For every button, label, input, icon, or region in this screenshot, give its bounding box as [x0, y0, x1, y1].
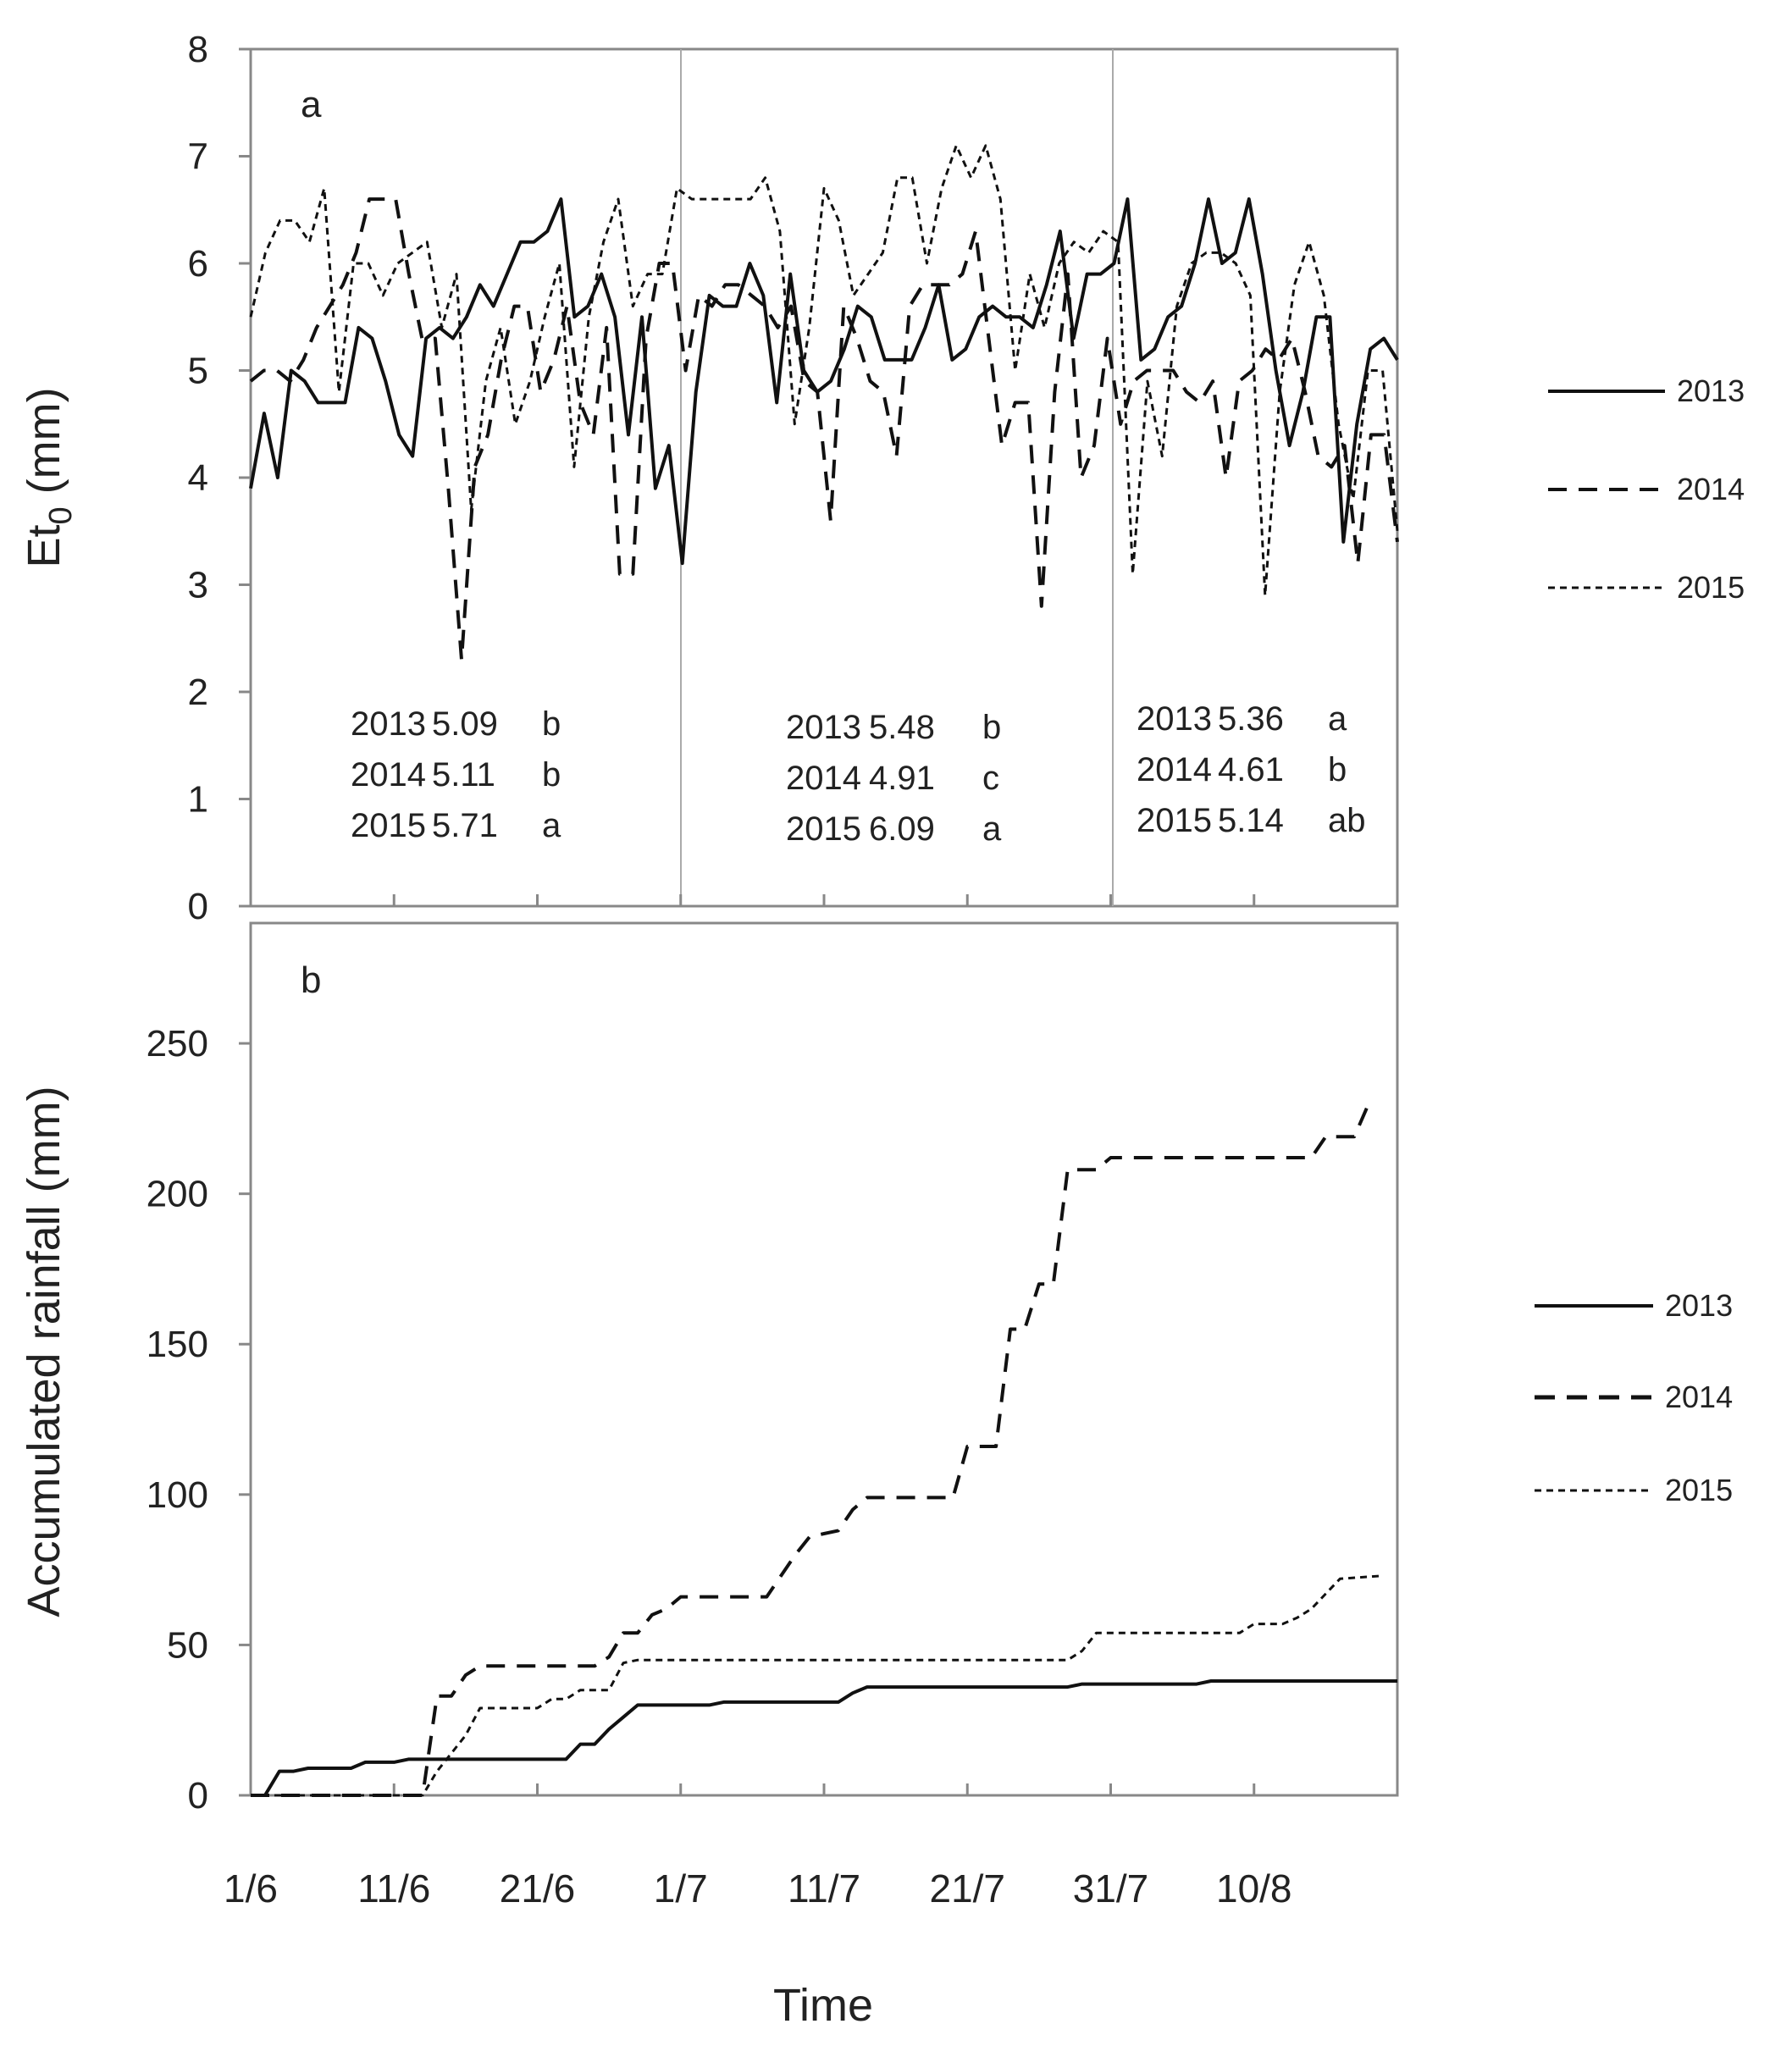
panel-a-y-tick-label: 0 — [188, 886, 208, 927]
et-unit: (mm) — [19, 387, 69, 506]
panel-b-lines — [251, 1103, 1397, 1797]
legend-b-2015-label: 2015 — [1665, 1473, 1733, 1507]
panel-a-y-axis-title: Et0 (mm) — [19, 387, 79, 567]
panel-a-y-tick-label: 7 — [188, 136, 208, 178]
x-tick-label: 11/6 — [357, 1866, 430, 1911]
ann-1-row-1: 2013 5.09 b — [351, 705, 561, 743]
annotation-block-2: 2013 5.48 b 2014 4.91 c 2015 6.09 a — [786, 709, 1002, 848]
panel-a-lines — [249, 144, 1399, 661]
panel-b-y-tick-label: 250 — [147, 1023, 208, 1064]
et-label: Et — [19, 525, 69, 568]
panel-b-y-tick-label: 200 — [147, 1174, 208, 1215]
series-line-2013 — [249, 197, 1399, 566]
series-line-2013 — [251, 1679, 1397, 1797]
x-tick-label: 11/7 — [788, 1866, 860, 1911]
panel-b-y-tick-label: 150 — [147, 1324, 208, 1365]
x-tick-label: 1/6 — [224, 1866, 278, 1911]
ann-1-row-2: 2014 5.11 b — [351, 756, 561, 794]
panel-b-label: b — [301, 959, 321, 1001]
legend-a-2014-label: 2014 — [1677, 472, 1745, 506]
x-tick-label: 21/7 — [929, 1866, 1005, 1911]
series-line-2014 — [249, 197, 1399, 661]
annotation-block-3: 2013 5.36 a 2014 4.61 b 2015 5.14 ab — [1137, 700, 1366, 839]
panel-a-label: a — [301, 84, 322, 125]
panel-b-y-tick-label: 50 — [167, 1624, 208, 1666]
ann-3-row-1: 2013 5.36 a — [1137, 700, 1347, 738]
panel-b-y-ticks: 0 50 100 150 200 250 — [147, 1023, 251, 1817]
x-tick-label: 31/7 — [1073, 1866, 1149, 1911]
legend-b-2013-label: 2013 — [1665, 1288, 1733, 1323]
series-line-2015 — [249, 144, 1399, 597]
x-tick-label: 1/7 — [654, 1866, 708, 1911]
ann-2-row-1: 2013 5.48 b — [786, 709, 1001, 746]
x-tick-label: 10/8 — [1216, 1866, 1292, 1911]
panel-b-frame — [249, 921, 1399, 1797]
series-line-2015 — [251, 1574, 1384, 1797]
panel-b-y-tick-label: 100 — [147, 1474, 208, 1516]
ann-2-row-2: 2014 4.91 c — [786, 760, 999, 797]
panel-a-y-tick-label: 4 — [188, 457, 208, 499]
annotation-block-1: 2013 5.09 b 2014 5.11 b 2015 5.71 a — [351, 705, 561, 844]
panel-a-x-ticks — [392, 894, 1256, 906]
ann-3-row-2: 2014 4.61 b — [1137, 751, 1347, 788]
panel-b-x-axis-title: Time — [773, 1980, 873, 2031]
legend-a-2013-label: 2013 — [1677, 373, 1745, 408]
panel-a-y-tick-label: 6 — [188, 243, 208, 285]
legend-a-2015-label: 2015 — [1677, 570, 1745, 605]
x-tick-label: 21/6 — [500, 1866, 576, 1911]
ann-3-row-3: 2015 5.14 ab — [1137, 802, 1366, 839]
panel-b-y-axis-title: Accumulated rainfall (mm) — [19, 1086, 69, 1617]
panel-a-y-ticks: 0 1 2 3 4 5 6 7 8 — [188, 29, 251, 927]
panel-a-legend: 2013 2014 2015 — [1548, 373, 1745, 605]
et-subscript: 0 — [43, 506, 79, 524]
panel-b-x-ticks: 1/6 11/6 21/6 1/7 11/7 21/7 31/7 10/8 — [224, 1783, 1292, 1911]
panel-a-y-tick-label: 2 — [188, 672, 208, 713]
panel-b-y-tick-label: 0 — [188, 1775, 208, 1817]
ann-1-row-3: 2015 5.71 a — [351, 807, 561, 844]
panel-b-rainfall: b 0 50 100 150 200 250 1/6 11/6 21/6 1/7 11/7 21/7… — [19, 921, 1733, 2031]
series-line-2014 — [251, 1103, 1371, 1797]
panel-a-y-tick-label: 3 — [188, 565, 208, 606]
panel-a-y-tick-label: 1 — [188, 779, 208, 821]
panel-a-y-tick-label: 8 — [188, 29, 208, 70]
ann-2-row-3: 2015 6.09 a — [786, 810, 1002, 848]
panel-a-y-tick-label: 5 — [188, 351, 208, 392]
panel-b-legend: 2013 2014 2015 — [1535, 1288, 1733, 1507]
legend-b-2014-label: 2014 — [1665, 1380, 1733, 1414]
